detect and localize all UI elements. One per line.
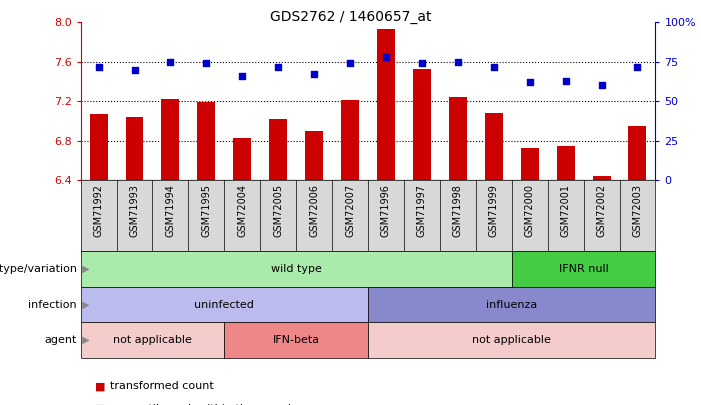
Text: GSM71995: GSM71995 bbox=[201, 184, 212, 237]
Bar bbox=[377, 29, 395, 180]
Text: ■: ■ bbox=[95, 382, 105, 391]
Bar bbox=[449, 97, 467, 180]
Text: GSM72004: GSM72004 bbox=[237, 184, 247, 237]
Bar bbox=[557, 146, 575, 180]
Text: infection: infection bbox=[29, 300, 77, 309]
Bar bbox=[629, 126, 646, 180]
Text: GSM72002: GSM72002 bbox=[597, 184, 606, 237]
Point bbox=[273, 63, 284, 70]
Bar bbox=[521, 148, 538, 180]
Text: GSM71999: GSM71999 bbox=[489, 184, 499, 237]
Text: agent: agent bbox=[45, 335, 77, 345]
Point bbox=[452, 59, 463, 65]
Text: GSM71994: GSM71994 bbox=[165, 184, 175, 237]
Bar bbox=[341, 100, 359, 180]
Point bbox=[129, 66, 140, 73]
Bar bbox=[485, 113, 503, 180]
Bar bbox=[269, 119, 287, 180]
Point bbox=[524, 79, 536, 85]
Bar bbox=[233, 138, 251, 180]
Text: percentile rank within the sample: percentile rank within the sample bbox=[110, 404, 298, 405]
Text: GSM71998: GSM71998 bbox=[453, 184, 463, 237]
Text: ▶: ▶ bbox=[79, 335, 89, 345]
Point bbox=[165, 59, 176, 65]
Bar bbox=[305, 131, 323, 180]
Point bbox=[200, 60, 212, 66]
Point bbox=[596, 82, 607, 89]
Text: ■: ■ bbox=[95, 404, 105, 405]
Text: GSM72007: GSM72007 bbox=[345, 184, 355, 237]
Text: GSM71996: GSM71996 bbox=[381, 184, 391, 237]
Bar bbox=[90, 114, 107, 180]
Bar bbox=[125, 117, 144, 180]
Text: GSM72005: GSM72005 bbox=[273, 184, 283, 237]
Text: GSM71992: GSM71992 bbox=[93, 184, 104, 237]
Text: GSM71993: GSM71993 bbox=[130, 184, 139, 237]
Point bbox=[632, 63, 643, 70]
Text: not applicable: not applicable bbox=[113, 335, 192, 345]
Text: ▶: ▶ bbox=[79, 300, 89, 309]
Text: IFNR null: IFNR null bbox=[559, 264, 608, 274]
Point bbox=[560, 77, 571, 84]
Text: GSM72003: GSM72003 bbox=[632, 184, 643, 237]
Point bbox=[416, 60, 428, 66]
Point bbox=[237, 73, 248, 79]
Point bbox=[488, 63, 499, 70]
Point bbox=[381, 54, 392, 60]
Text: GSM72001: GSM72001 bbox=[561, 184, 571, 237]
Text: GSM71997: GSM71997 bbox=[417, 184, 427, 237]
Point bbox=[93, 63, 104, 70]
Text: not applicable: not applicable bbox=[472, 335, 551, 345]
Text: IFN-beta: IFN-beta bbox=[273, 335, 320, 345]
Bar bbox=[592, 176, 611, 180]
Point bbox=[308, 71, 320, 78]
Text: wild type: wild type bbox=[271, 264, 322, 274]
Text: GDS2762 / 1460657_at: GDS2762 / 1460657_at bbox=[270, 10, 431, 24]
Text: genotype/variation: genotype/variation bbox=[0, 264, 77, 274]
Bar bbox=[198, 102, 215, 180]
Text: uninfected: uninfected bbox=[194, 300, 254, 309]
Text: GSM72000: GSM72000 bbox=[524, 184, 535, 237]
Point bbox=[344, 60, 355, 66]
Text: ▶: ▶ bbox=[79, 264, 89, 274]
Text: GSM72006: GSM72006 bbox=[309, 184, 319, 237]
Bar bbox=[161, 99, 179, 180]
Bar bbox=[413, 69, 431, 180]
Text: influenza: influenza bbox=[486, 300, 538, 309]
Text: transformed count: transformed count bbox=[110, 382, 214, 391]
